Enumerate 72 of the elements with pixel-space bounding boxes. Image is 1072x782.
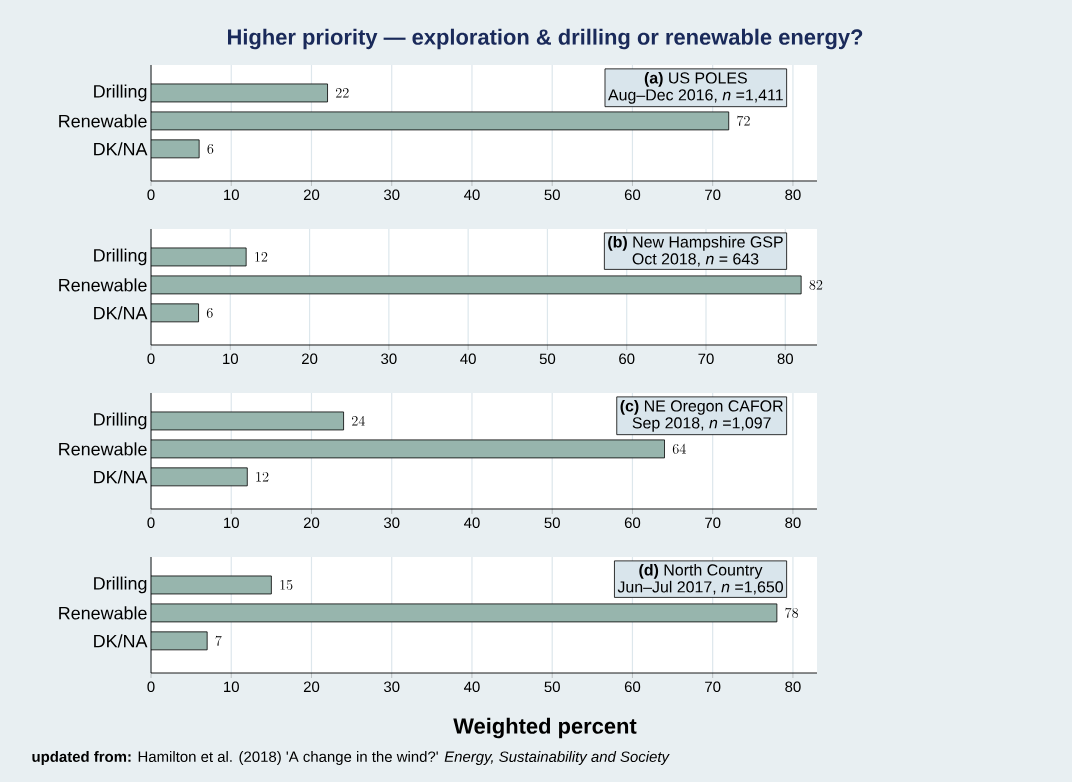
x-tick-label: 80 <box>785 517 801 529</box>
x-tick-label: 30 <box>383 681 400 693</box>
y-tick-label: Renewable <box>59 606 147 620</box>
data-label: 6 <box>207 143 214 154</box>
annotation: Aug–Dec 2016, n =1,411 <box>608 89 783 104</box>
x-tick-label: 30 <box>383 517 400 529</box>
y-tick-label: Renewable <box>59 442 147 456</box>
data-label: 22 <box>335 88 349 98</box>
x-tick-label: 60 <box>624 681 641 693</box>
annotation: Jun–Jul 2017, n =1,650 <box>617 580 783 595</box>
x-tick-label: 80 <box>777 353 793 365</box>
x-tick-label: 0 <box>147 353 155 365</box>
bar <box>151 139 200 159</box>
y-tick-label: DK/NA <box>94 470 148 484</box>
x-tick-label: 80 <box>785 189 801 201</box>
data-label: 82 <box>809 279 823 290</box>
annotation: (b) New Hampshire GSP <box>608 235 783 251</box>
x-tick-label: 0 <box>147 517 155 529</box>
x-tick-label: 40 <box>463 517 480 529</box>
annotation: Sep 2018, n =1,097 <box>632 417 771 432</box>
data-label: 15 <box>280 580 293 590</box>
x-axis-title: Weighted percent <box>453 717 637 739</box>
x-tick-label: 60 <box>624 189 641 201</box>
x-tick-label: 70 <box>705 189 721 201</box>
data-label: 12 <box>255 252 268 262</box>
x-tick-label: 40 <box>463 189 480 201</box>
data-label: 7 <box>215 635 222 646</box>
x-tick-label: 20 <box>303 681 320 693</box>
y-tick-label: Drilling <box>94 576 147 594</box>
x-tick-label: 50 <box>539 353 556 365</box>
annotation: (a) US POLES <box>644 71 747 87</box>
y-tick-label: DK/NA <box>94 306 148 320</box>
x-tick-label: 80 <box>785 681 801 693</box>
x-tick-label: 20 <box>302 353 318 365</box>
annotation: (d) North Country <box>639 563 763 579</box>
y-tick-label: Drilling <box>94 412 147 430</box>
y-tick-label: DK/NA <box>94 634 148 648</box>
data-label: 78 <box>785 607 799 618</box>
chart-title: Higher priority — exploration & drilling or renewable energy? <box>228 28 863 50</box>
x-tick-label: 10 <box>223 353 238 365</box>
data-label: 64 <box>672 443 686 454</box>
x-tick-label: 20 <box>303 189 320 201</box>
annotation: (c) NE Oregon CAFOR <box>620 399 783 415</box>
y-tick-label: Drilling <box>94 84 147 102</box>
y-tick-label: Renewable <box>59 278 147 292</box>
y-tick-label: Renewable <box>59 114 147 128</box>
x-tick-label: 10 <box>224 517 239 529</box>
data-label: 72 <box>737 115 750 126</box>
x-tick-label: 20 <box>303 517 320 529</box>
data-label: 24 <box>352 415 365 426</box>
x-tick-label: 30 <box>383 189 400 201</box>
x-tick-label: 50 <box>544 517 560 529</box>
x-tick-label: 50 <box>544 189 560 201</box>
text: updated from: Hamilton et al. (2018) 'A change in the wind?' Energy, Sustainability and Society <box>32 751 670 765</box>
data-label: 12 <box>256 471 269 482</box>
annotation: Oct 2018, n = 643 <box>632 253 759 267</box>
x-tick-label: 30 <box>381 353 397 365</box>
x-tick-label: 60 <box>619 353 635 365</box>
x-tick-label: 10 <box>224 189 239 201</box>
x-tick-label: 0 <box>147 189 155 201</box>
x-tick-label: 40 <box>463 681 480 693</box>
x-tick-label: 70 <box>705 681 721 693</box>
x-tick-label: 0 <box>147 681 155 693</box>
x-tick-label: 40 <box>460 353 476 365</box>
x-tick-label: 70 <box>705 517 721 529</box>
x-tick-label: 60 <box>624 517 641 529</box>
data-label: 6 <box>206 307 213 318</box>
y-tick-label: Drilling <box>94 248 147 266</box>
x-tick-label: 70 <box>698 353 714 365</box>
x-tick-label: 10 <box>224 681 239 693</box>
y-tick-label: DK/NA <box>94 142 148 156</box>
x-tick-label: 50 <box>544 681 560 693</box>
